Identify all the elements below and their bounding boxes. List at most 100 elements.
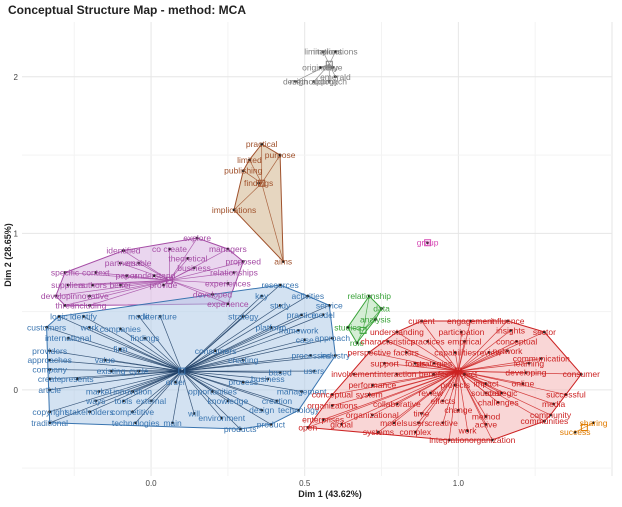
- word-label: managers: [209, 244, 247, 254]
- word-label: time: [413, 408, 429, 418]
- segment-red: [369, 351, 459, 372]
- word-label: value: [95, 355, 116, 365]
- word-label: process: [228, 377, 258, 387]
- word-label: strategies: [415, 358, 452, 368]
- word-label: processes: [291, 350, 330, 360]
- word-point: [118, 283, 122, 287]
- word-point: [260, 408, 264, 412]
- word-point: [355, 341, 359, 345]
- word-label: opportunities: [188, 386, 237, 396]
- segment-blue: [104, 359, 182, 372]
- word-label: experience: [207, 299, 249, 309]
- segment-red: [341, 370, 459, 425]
- word-label: platform: [256, 322, 287, 332]
- word-point: [321, 418, 325, 422]
- segment-blue: [159, 316, 183, 372]
- segment-blue: [181, 371, 195, 414]
- word-point: [152, 274, 156, 278]
- segment-blue: [181, 350, 216, 372]
- segment-purple: [126, 275, 170, 281]
- word-point: [395, 372, 399, 376]
- word-point: [278, 371, 282, 375]
- word-label: technologies: [112, 418, 160, 428]
- word-point: [327, 80, 331, 83]
- segment-green: [362, 295, 370, 331]
- word-label: ways: [85, 396, 105, 406]
- word-label: copyright: [32, 407, 67, 417]
- y-tick-label: 1: [14, 229, 19, 238]
- word-point: [241, 314, 245, 318]
- segment-purple: [169, 279, 228, 284]
- segment-blue: [181, 370, 262, 411]
- word-point: [137, 369, 141, 373]
- word-label: literature: [144, 311, 177, 321]
- segment-red: [442, 370, 459, 402]
- segment-red: [458, 362, 530, 372]
- segment-red: [458, 358, 542, 372]
- word-label: activities: [291, 291, 324, 301]
- word-point: [413, 430, 417, 434]
- word-label: performance: [348, 380, 396, 390]
- word-label: influence: [491, 316, 525, 326]
- word-point: [211, 293, 214, 296]
- cluster-hull-purple: [55, 237, 244, 306]
- segment-red: [458, 330, 511, 372]
- cluster-centroid-red: [454, 367, 462, 375]
- word-label: integration: [429, 435, 469, 445]
- word-point: [226, 399, 230, 403]
- segment-red: [433, 362, 459, 372]
- word-label: review: [418, 388, 443, 398]
- word-point: [509, 329, 512, 332]
- segment-purple: [169, 272, 235, 281]
- word-label: support: [370, 358, 399, 368]
- segment-red: [458, 350, 508, 372]
- word-point: [143, 336, 147, 340]
- word-points: [45, 50, 595, 442]
- word-label: specific: [51, 267, 80, 277]
- word-label: communities: [521, 416, 569, 426]
- word-label: service: [316, 300, 343, 310]
- word-point: [48, 410, 52, 414]
- word-label: perspective: [348, 347, 392, 357]
- word-point: [161, 283, 165, 287]
- word-label: relationship: [347, 291, 391, 301]
- word-label: enable: [126, 258, 152, 268]
- y-tick-label: 2: [14, 73, 19, 82]
- word-label: system: [356, 390, 383, 400]
- word-label: presents: [61, 374, 94, 384]
- word-point: [241, 380, 245, 384]
- word-label: mode: [128, 311, 150, 321]
- word-point: [330, 336, 334, 340]
- word-point: [88, 294, 92, 298]
- segment-red: [458, 370, 566, 395]
- word-point: [232, 271, 236, 274]
- word-point: [241, 169, 245, 173]
- word-point: [499, 391, 503, 395]
- word-point: [441, 421, 445, 425]
- word-point: [346, 325, 350, 329]
- word-label: organizational: [346, 410, 399, 420]
- segment-blue: [98, 370, 182, 392]
- word-point: [334, 50, 337, 54]
- word-point: [321, 50, 325, 54]
- word-label: consumer: [563, 369, 600, 379]
- word-point: [426, 241, 430, 245]
- word-point: [432, 361, 436, 365]
- word-point: [334, 354, 337, 357]
- word-label: empirical: [447, 336, 481, 346]
- word-point: [426, 339, 430, 343]
- word-point: [383, 361, 387, 365]
- segment-red: [396, 370, 459, 375]
- word-point: [91, 283, 95, 287]
- segment-red: [415, 362, 459, 372]
- word-point: [82, 314, 85, 318]
- word-labels: limitationsimplicationsoriginalityvalued…: [27, 47, 608, 445]
- word-label: findings: [244, 178, 273, 188]
- word-label: change: [444, 405, 472, 415]
- segment-blue: [135, 370, 183, 424]
- word-point: [429, 391, 433, 395]
- word-point: [118, 261, 122, 265]
- x-tick-label: 0.0: [146, 479, 158, 488]
- word-label: logic: [50, 311, 68, 321]
- word-label: knowledge: [208, 396, 249, 406]
